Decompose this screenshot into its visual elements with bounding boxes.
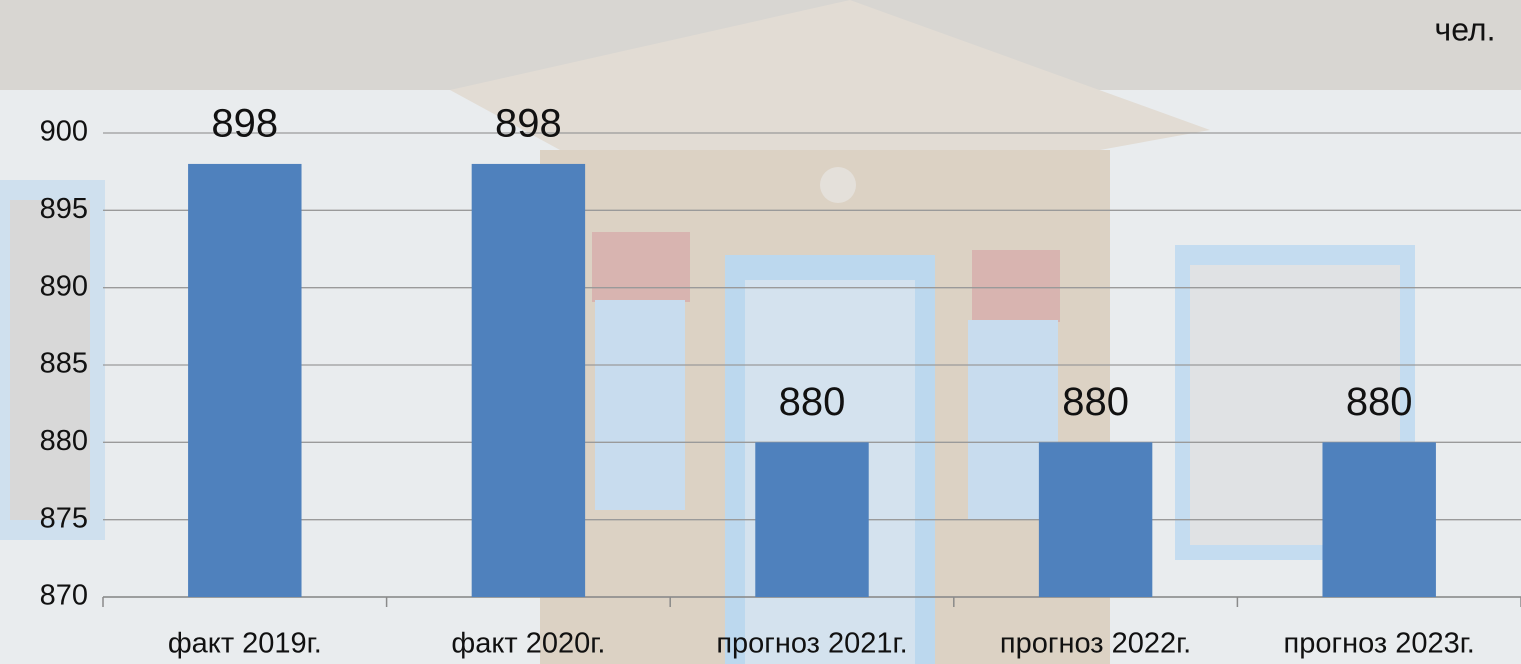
y-tick-label: 895 — [40, 193, 88, 225]
x-tick-label: факт 2020г. — [451, 628, 605, 660]
x-tick-label: факт 2019г. — [168, 628, 322, 660]
data-label: 880 — [779, 380, 846, 424]
data-label: 880 — [1346, 380, 1413, 424]
x-tick-label: прогноз 2022г. — [1000, 628, 1191, 660]
bar — [1038, 442, 1153, 597]
data-label: 898 — [211, 101, 278, 145]
y-tick-label: 885 — [40, 348, 88, 380]
bar — [188, 163, 302, 597]
y-tick-label: 875 — [40, 502, 88, 534]
y-tick-label: 900 — [40, 116, 88, 148]
bar — [1322, 442, 1436, 597]
unit-label: чел. — [1435, 11, 1496, 47]
x-tick-label: прогноз 2021г. — [716, 628, 907, 660]
data-label: 898 — [495, 101, 562, 145]
bar — [471, 163, 586, 597]
y-tick-label: 890 — [40, 270, 88, 302]
bar — [755, 442, 869, 597]
x-tick-label: прогноз 2023г. — [1284, 628, 1475, 660]
y-tick-label: 870 — [40, 580, 88, 612]
y-tick-label: 880 — [40, 425, 88, 457]
data-label: 880 — [1062, 380, 1129, 424]
